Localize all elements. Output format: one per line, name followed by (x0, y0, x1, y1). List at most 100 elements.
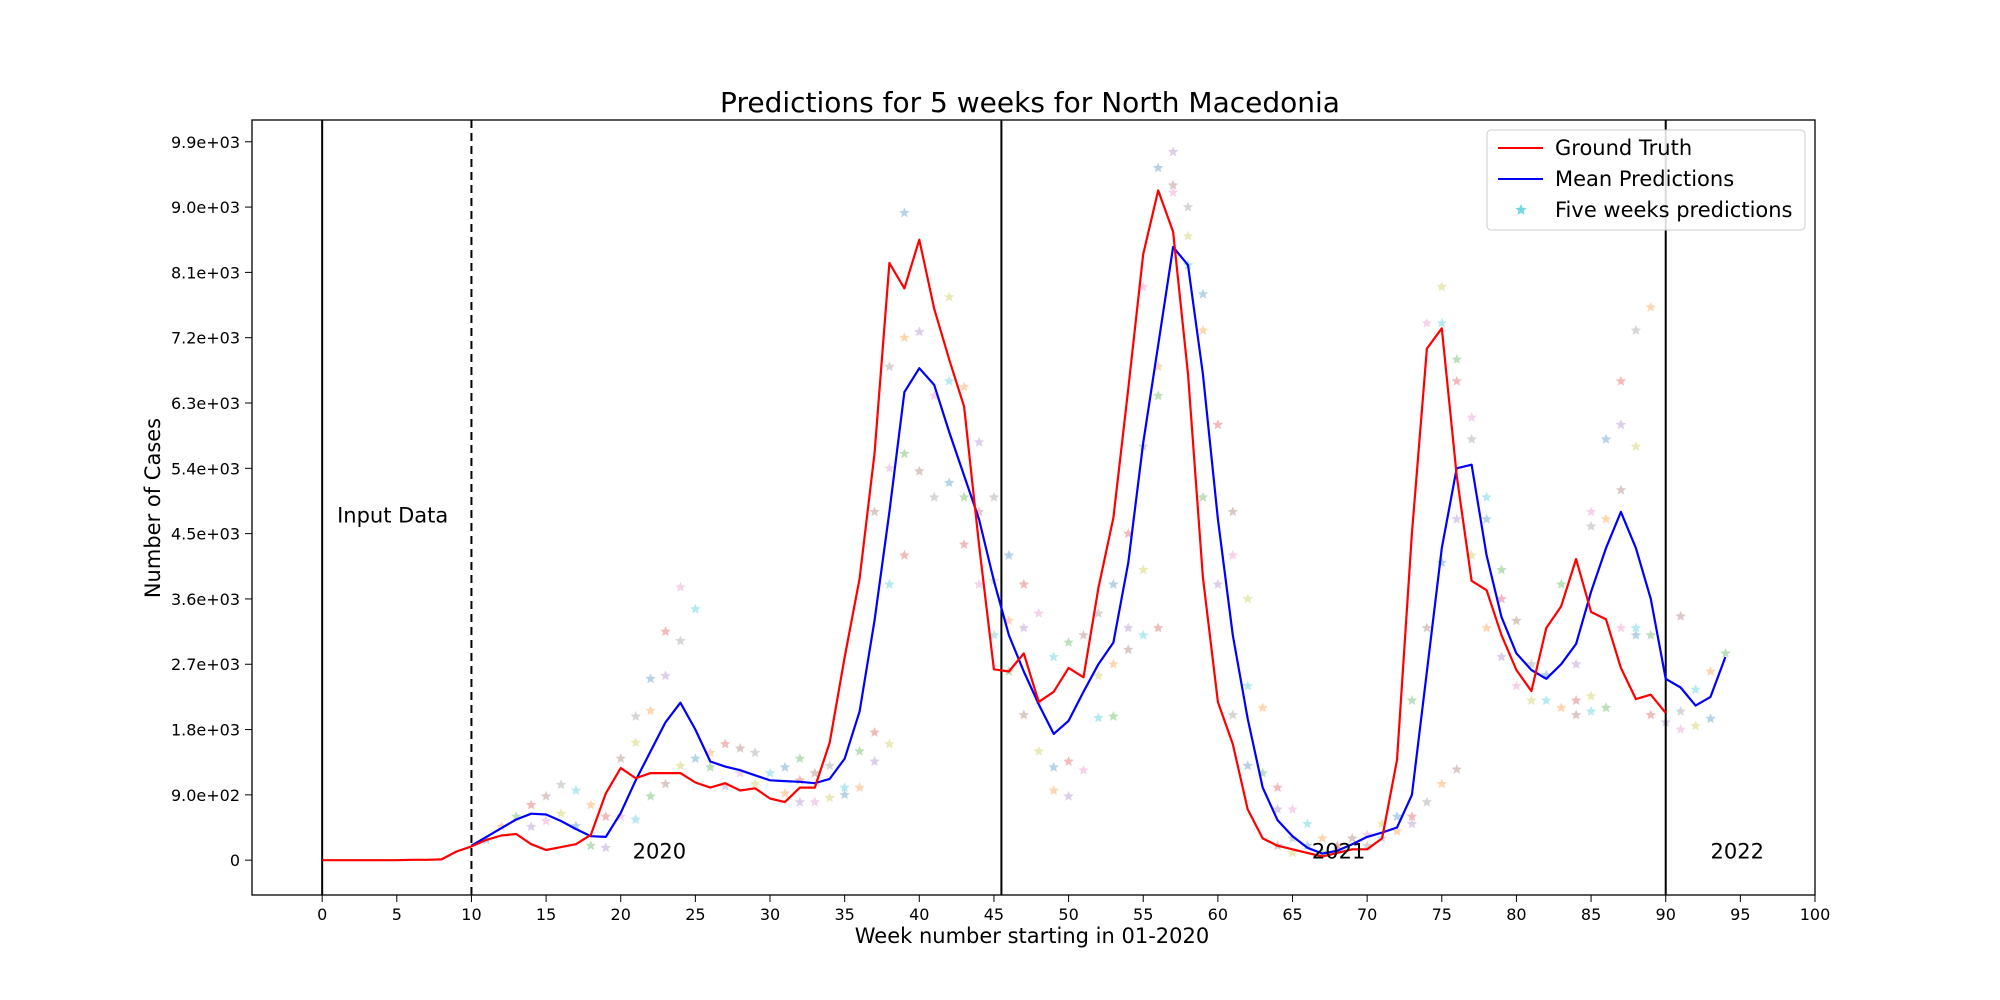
prediction-star (570, 785, 582, 795)
prediction-star (1541, 695, 1552, 705)
x-tick-label: 20 (611, 905, 631, 924)
x-tick-label: 10 (461, 905, 481, 924)
prediction-star (1466, 412, 1477, 422)
x-tick-label: 35 (834, 905, 854, 924)
prediction-star (1556, 578, 1567, 589)
prediction-star (1123, 528, 1134, 539)
prediction-star (1391, 811, 1403, 822)
prediction-star (884, 361, 895, 372)
prediction-star (660, 778, 671, 789)
prediction-star (1451, 354, 1462, 364)
prediction-star (1451, 375, 1462, 386)
prediction-star (1630, 629, 1642, 640)
prediction-star (585, 799, 597, 810)
prediction-star (1496, 651, 1507, 662)
prediction-star (869, 756, 880, 766)
prediction-star (1436, 317, 1447, 328)
prediction-star (1436, 557, 1447, 568)
prediction-star (1585, 705, 1597, 716)
mean-predictions-line (470, 245, 1727, 855)
prediction-star (1556, 702, 1567, 713)
prediction-star (943, 477, 955, 488)
prediction-star (540, 815, 552, 826)
prediction-star (1078, 764, 1089, 775)
prediction-star (1630, 441, 1642, 451)
x-axis-label: Week number starting in 01-2020 (855, 924, 1209, 948)
prediction-star (1481, 622, 1492, 633)
prediction-star (1675, 724, 1686, 734)
prediction-star (1496, 564, 1507, 575)
prediction-star (734, 742, 746, 753)
prediction-star (1033, 607, 1044, 618)
prediction-star (1093, 607, 1104, 618)
prediction-star (1630, 622, 1642, 633)
y-tick-label: 6.3e+03 (171, 394, 240, 413)
prediction-star (675, 581, 686, 592)
legend-box (1486, 129, 1806, 231)
prediction-star (525, 799, 537, 810)
prediction-star (899, 448, 910, 459)
prediction-star (958, 539, 970, 549)
x-tick-label: 50 (1058, 905, 1078, 924)
x-tick-label: 95 (1730, 905, 1750, 924)
legend-star-marker (1515, 204, 1527, 215)
prediction-star (1108, 578, 1119, 589)
prediction-star (1242, 593, 1253, 604)
prediction-star (854, 745, 865, 756)
prediction-star (645, 790, 656, 801)
x-tick-label: 45 (984, 905, 1004, 924)
prediction-star (1093, 712, 1104, 723)
prediction-star (1167, 146, 1179, 157)
prediction-star (690, 753, 701, 763)
prediction-star (779, 787, 791, 798)
prediction-star (1332, 840, 1343, 851)
legend-swatch-five-weeks (1515, 204, 1527, 215)
prediction-star (1347, 832, 1358, 843)
prediction-star (794, 796, 806, 807)
prediction-star (630, 737, 641, 748)
prediction-star (958, 491, 970, 502)
prediction-star (1451, 513, 1462, 524)
prediction-star (734, 767, 746, 778)
x-tick-label: 0 (317, 905, 327, 924)
prediction-star (899, 207, 910, 218)
prediction-star (1511, 615, 1522, 626)
x-tick-label: 75 (1432, 905, 1452, 924)
prediction-star (660, 670, 671, 681)
y-axis: 0 9.0e+02 1.8e+03 2.7e+03 3.6e+03 4.5e+03 5.4e… (171, 133, 252, 870)
prediction-star (1063, 790, 1074, 801)
prediction-star (1585, 506, 1597, 517)
prediction-star (1003, 549, 1015, 560)
prediction-star (1600, 433, 1612, 444)
prediction-star (585, 840, 597, 851)
prediction-star (1182, 230, 1194, 241)
annotations: Input Data 2020 2021 2022 (337, 504, 1764, 864)
prediction-star (1690, 684, 1701, 695)
prediction-star (988, 629, 1000, 640)
prediction-star (1212, 578, 1224, 589)
prediction-star (1048, 761, 1059, 772)
prediction-star (1615, 622, 1627, 633)
prediction-star (1421, 796, 1433, 807)
y-tick-label: 5.4e+03 (171, 459, 240, 478)
y-tick-label: 9.0e+03 (171, 198, 240, 217)
annotation-label: 2022 (1711, 840, 1764, 864)
x-tick-label: 25 (685, 905, 705, 924)
annotation-label: Input Data (337, 504, 448, 528)
prediction-star (1212, 419, 1224, 430)
prediction-star (869, 727, 880, 737)
prediction-star (794, 774, 806, 785)
prediction-star (1063, 756, 1074, 766)
prediction-star (1451, 764, 1462, 774)
prediction-star (824, 792, 835, 803)
prediction-star (1570, 658, 1582, 669)
prediction-star (1481, 513, 1492, 524)
prediction-star (1720, 647, 1731, 658)
prediction-star (1063, 637, 1074, 647)
prediction-star (1436, 778, 1447, 789)
prediction-star (749, 778, 761, 789)
prediction-star (839, 782, 850, 793)
prediction-star (1227, 709, 1238, 720)
prediction-star (1227, 549, 1238, 560)
prediction-star (914, 465, 925, 476)
